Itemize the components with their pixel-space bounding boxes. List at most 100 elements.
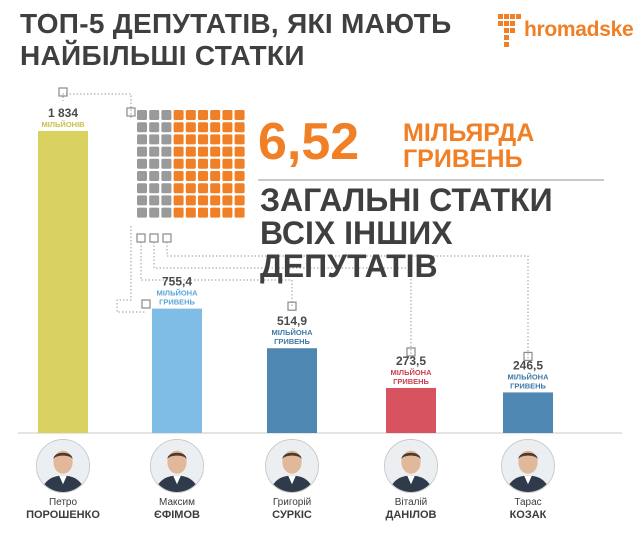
grid-cell xyxy=(149,171,160,181)
grid-cell xyxy=(137,110,147,120)
grid-cell xyxy=(149,110,160,120)
connector-node xyxy=(126,107,136,117)
connector-node xyxy=(287,301,297,311)
grid-cell xyxy=(234,110,245,120)
grid-cell xyxy=(210,134,221,145)
grid-cell xyxy=(173,110,184,120)
grid-cell xyxy=(185,122,196,133)
grid-cell xyxy=(149,183,160,194)
connector-line xyxy=(140,242,293,309)
deputy-name: Максим ЄФІМОВ xyxy=(122,497,232,521)
grid-cell xyxy=(173,134,184,145)
connector-node xyxy=(141,299,151,309)
grid-cell xyxy=(234,183,245,194)
grid-cell xyxy=(222,146,233,157)
grid-cell xyxy=(137,134,147,145)
deputy-name: Віталій ДАНІЛОВ xyxy=(356,497,466,521)
grid-cell xyxy=(198,122,208,133)
last-name: ПОРОШЕНКО xyxy=(26,509,100,521)
brand-logo: hromadske xyxy=(498,14,634,50)
data-label: 755,4 xyxy=(162,275,192,289)
grid-cell xyxy=(198,158,208,169)
first-name: Віталій xyxy=(394,497,428,508)
grid-cell xyxy=(210,207,221,218)
brand-name: hromadske xyxy=(524,18,634,41)
connector-node xyxy=(136,233,146,243)
unit-label: МІЛЬЙОНА xyxy=(507,372,549,381)
grid-cell xyxy=(198,183,208,194)
grid-cell xyxy=(210,183,221,194)
grid-cell xyxy=(210,158,221,169)
last-name: ДАНІЛОВ xyxy=(385,509,437,521)
data-label: 1 834 xyxy=(48,106,78,120)
grid-cell xyxy=(222,122,233,133)
data-label: 514,9 xyxy=(277,314,307,328)
grid-cell xyxy=(137,195,147,206)
grid-cell xyxy=(173,171,184,181)
avatar xyxy=(501,439,555,493)
first-name: Максим xyxy=(159,497,195,508)
connector-line xyxy=(62,93,132,118)
connector-line xyxy=(116,226,146,313)
grid-cell xyxy=(234,134,245,145)
grid-cell xyxy=(234,158,245,169)
grid-cell xyxy=(137,146,147,157)
total-label: ЗАГАЛЬНІ СТАТКИ ВСІХ ІНШИХ ДЕПУТАТІВ xyxy=(260,182,553,284)
grid-cell xyxy=(222,158,233,169)
grid-cell xyxy=(161,183,172,194)
unit-label: ГРИВЕНЬ xyxy=(159,298,195,307)
grid-cell xyxy=(234,171,245,181)
grid-cell xyxy=(173,158,184,169)
grid-cell xyxy=(149,195,160,206)
grid-cell xyxy=(222,110,233,120)
grid-cell xyxy=(137,171,147,181)
last-name: КОЗАК xyxy=(509,509,547,521)
grid-cell xyxy=(210,110,221,120)
connector-line xyxy=(166,242,529,359)
grid-cell xyxy=(137,122,147,133)
grid-cell xyxy=(234,122,245,133)
grid-cell xyxy=(185,110,196,120)
grid-cell xyxy=(173,183,184,194)
grid-cell xyxy=(210,146,221,157)
connector-node xyxy=(523,351,533,362)
bar xyxy=(503,392,553,433)
first-name: Тарас xyxy=(514,497,542,508)
grid-cell xyxy=(149,146,160,157)
grid-cell xyxy=(234,207,245,218)
brand-mark-icon xyxy=(498,14,521,47)
grid-cell xyxy=(149,158,160,169)
unit-label: МІЛЬЙОНА xyxy=(390,368,432,377)
page-title: ТОП-5 ДЕПУТАТІВ, ЯКІ МАЮТЬ НАЙБІЛЬШІ СТА… xyxy=(20,8,452,71)
grid-cell xyxy=(234,146,245,157)
unit-label: ГРИВЕНЬ xyxy=(274,337,310,346)
grid-cell xyxy=(198,207,208,218)
first-name: Григорій xyxy=(272,497,312,508)
connector-node xyxy=(162,233,172,243)
grid-cell xyxy=(198,110,208,120)
connector-node xyxy=(58,87,68,97)
connector-node xyxy=(406,347,416,357)
first-name: Петро xyxy=(48,497,78,508)
grid-cell xyxy=(222,171,233,181)
avatar xyxy=(36,439,90,493)
grid-cell xyxy=(173,195,184,206)
grid-cell xyxy=(198,134,208,145)
grid-cell xyxy=(161,195,172,206)
grid-cell xyxy=(222,134,233,145)
unit-label: МІЛЬЙОНА xyxy=(156,289,198,298)
deputy-name: Петро ПОРОШЕНКО xyxy=(8,497,118,521)
grid-cell xyxy=(161,171,172,181)
unit-grid xyxy=(137,110,245,218)
unit-label: МІЛЬЙОНІВ xyxy=(41,120,85,129)
data-label: 273,5 xyxy=(396,354,426,368)
last-name: ЄФІМОВ xyxy=(154,509,200,521)
grid-cell xyxy=(161,110,172,120)
grid-cell xyxy=(161,122,172,133)
unit-label: ГРИВЕНЬ xyxy=(393,377,429,386)
grid-cell xyxy=(198,195,208,206)
grid-cell xyxy=(185,158,196,169)
grid-cell xyxy=(210,195,221,206)
grid-cell xyxy=(185,171,196,181)
unit-label: МІЛЬЙОНА xyxy=(271,328,313,337)
